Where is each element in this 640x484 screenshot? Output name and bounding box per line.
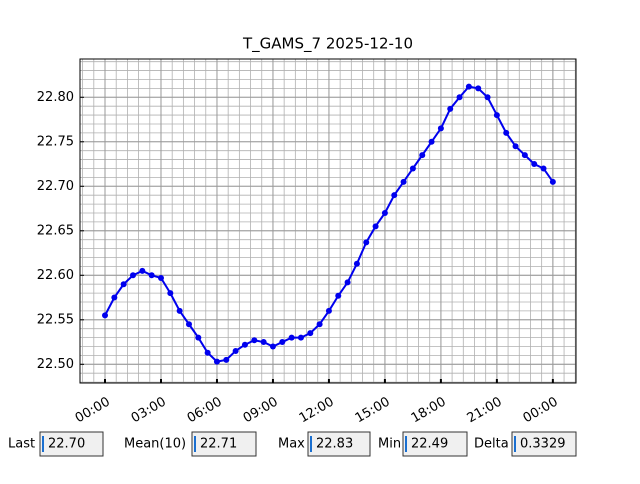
field-label: Delta: [474, 437, 509, 452]
field-box: [191, 431, 257, 457]
data-point: [232, 347, 239, 354]
data-point: [353, 260, 360, 267]
data-point: [176, 307, 183, 314]
field-box: [39, 431, 104, 457]
data-point: [120, 281, 127, 288]
data-point: [223, 356, 230, 363]
x-tick-label: 03:00: [129, 395, 169, 427]
x-tick-label: 00:00: [73, 395, 113, 427]
data-point: [437, 125, 444, 132]
data-point: [549, 178, 556, 185]
status-bar: Last 22.70 Mean(10) 22.71 Max 22.83 Min 22.49 De…: [8, 431, 577, 457]
x-tick-label: 00:00: [521, 395, 561, 427]
data-point: [316, 321, 323, 328]
data-point: [204, 349, 211, 356]
y-tick-label: 22.65: [37, 223, 74, 238]
data-point: [335, 292, 342, 299]
plot-frame: [79, 58, 577, 384]
y-tick-label: 22.75: [37, 134, 74, 149]
x-tick-label: 12:00: [297, 395, 337, 427]
x-tick-label: 09:00: [241, 395, 281, 427]
data-point: [297, 334, 304, 341]
data-point: [279, 339, 286, 346]
field-value: 22.83: [316, 437, 353, 452]
data-point: [428, 138, 435, 145]
x-tick-label: 18:00: [409, 395, 449, 427]
data-point: [129, 272, 136, 279]
data-point: [381, 209, 388, 216]
data-point: [251, 337, 258, 344]
data-point: [102, 312, 109, 319]
field-label: Min: [378, 437, 401, 452]
data-point: [521, 152, 528, 159]
data-point: [363, 239, 370, 246]
data-point: [260, 339, 267, 346]
y-tick-label: 22.80: [37, 90, 74, 105]
field-box: [402, 431, 468, 457]
field-value: 22.71: [200, 437, 237, 452]
data-point: [484, 94, 491, 101]
data-point: [540, 165, 547, 172]
data-point: [213, 358, 220, 365]
data-point: [185, 321, 192, 328]
data-point: [391, 192, 398, 199]
data-point: [372, 223, 379, 230]
data-point: [325, 307, 332, 314]
field-value: 22.70: [48, 437, 85, 452]
field-box: [511, 431, 577, 457]
data-point: [241, 341, 248, 348]
data-point: [512, 143, 519, 150]
y-tick-label: 22.55: [37, 312, 74, 327]
x-tick-label: 15:00: [353, 395, 393, 427]
x-tick-label: 06:00: [185, 395, 225, 427]
y-tick-label: 22.70: [37, 179, 74, 194]
field-value: 22.49: [411, 437, 448, 452]
data-point: [111, 294, 118, 301]
field-label: Max: [278, 437, 305, 452]
data-point: [447, 105, 454, 112]
data-point: [419, 152, 426, 159]
data-point: [307, 330, 314, 337]
field-label: Mean(10): [124, 437, 186, 452]
data-point: [400, 178, 407, 185]
data-point: [456, 94, 463, 101]
field-value: 0.3329: [520, 437, 566, 452]
data-point: [288, 334, 295, 341]
field-label: Last: [8, 437, 35, 452]
data-point: [465, 83, 472, 90]
y-tick-label: 22.50: [37, 357, 74, 372]
data-point: [148, 272, 155, 279]
data-point: [167, 290, 174, 297]
x-tick-label: 21:00: [465, 395, 505, 427]
data-point: [195, 334, 202, 341]
field-box: [307, 431, 371, 457]
data-point: [269, 343, 276, 350]
data-point: [139, 267, 146, 274]
data-point: [409, 165, 416, 172]
data-point: [531, 161, 538, 168]
y-tick-label: 22.60: [37, 268, 74, 283]
chart-title: T_GAMS_7 2025-12-10: [242, 35, 413, 54]
data-point: [493, 112, 500, 119]
data-point: [475, 85, 482, 92]
data-point: [344, 279, 351, 286]
data-point: [503, 129, 510, 136]
data-point: [157, 274, 164, 281]
